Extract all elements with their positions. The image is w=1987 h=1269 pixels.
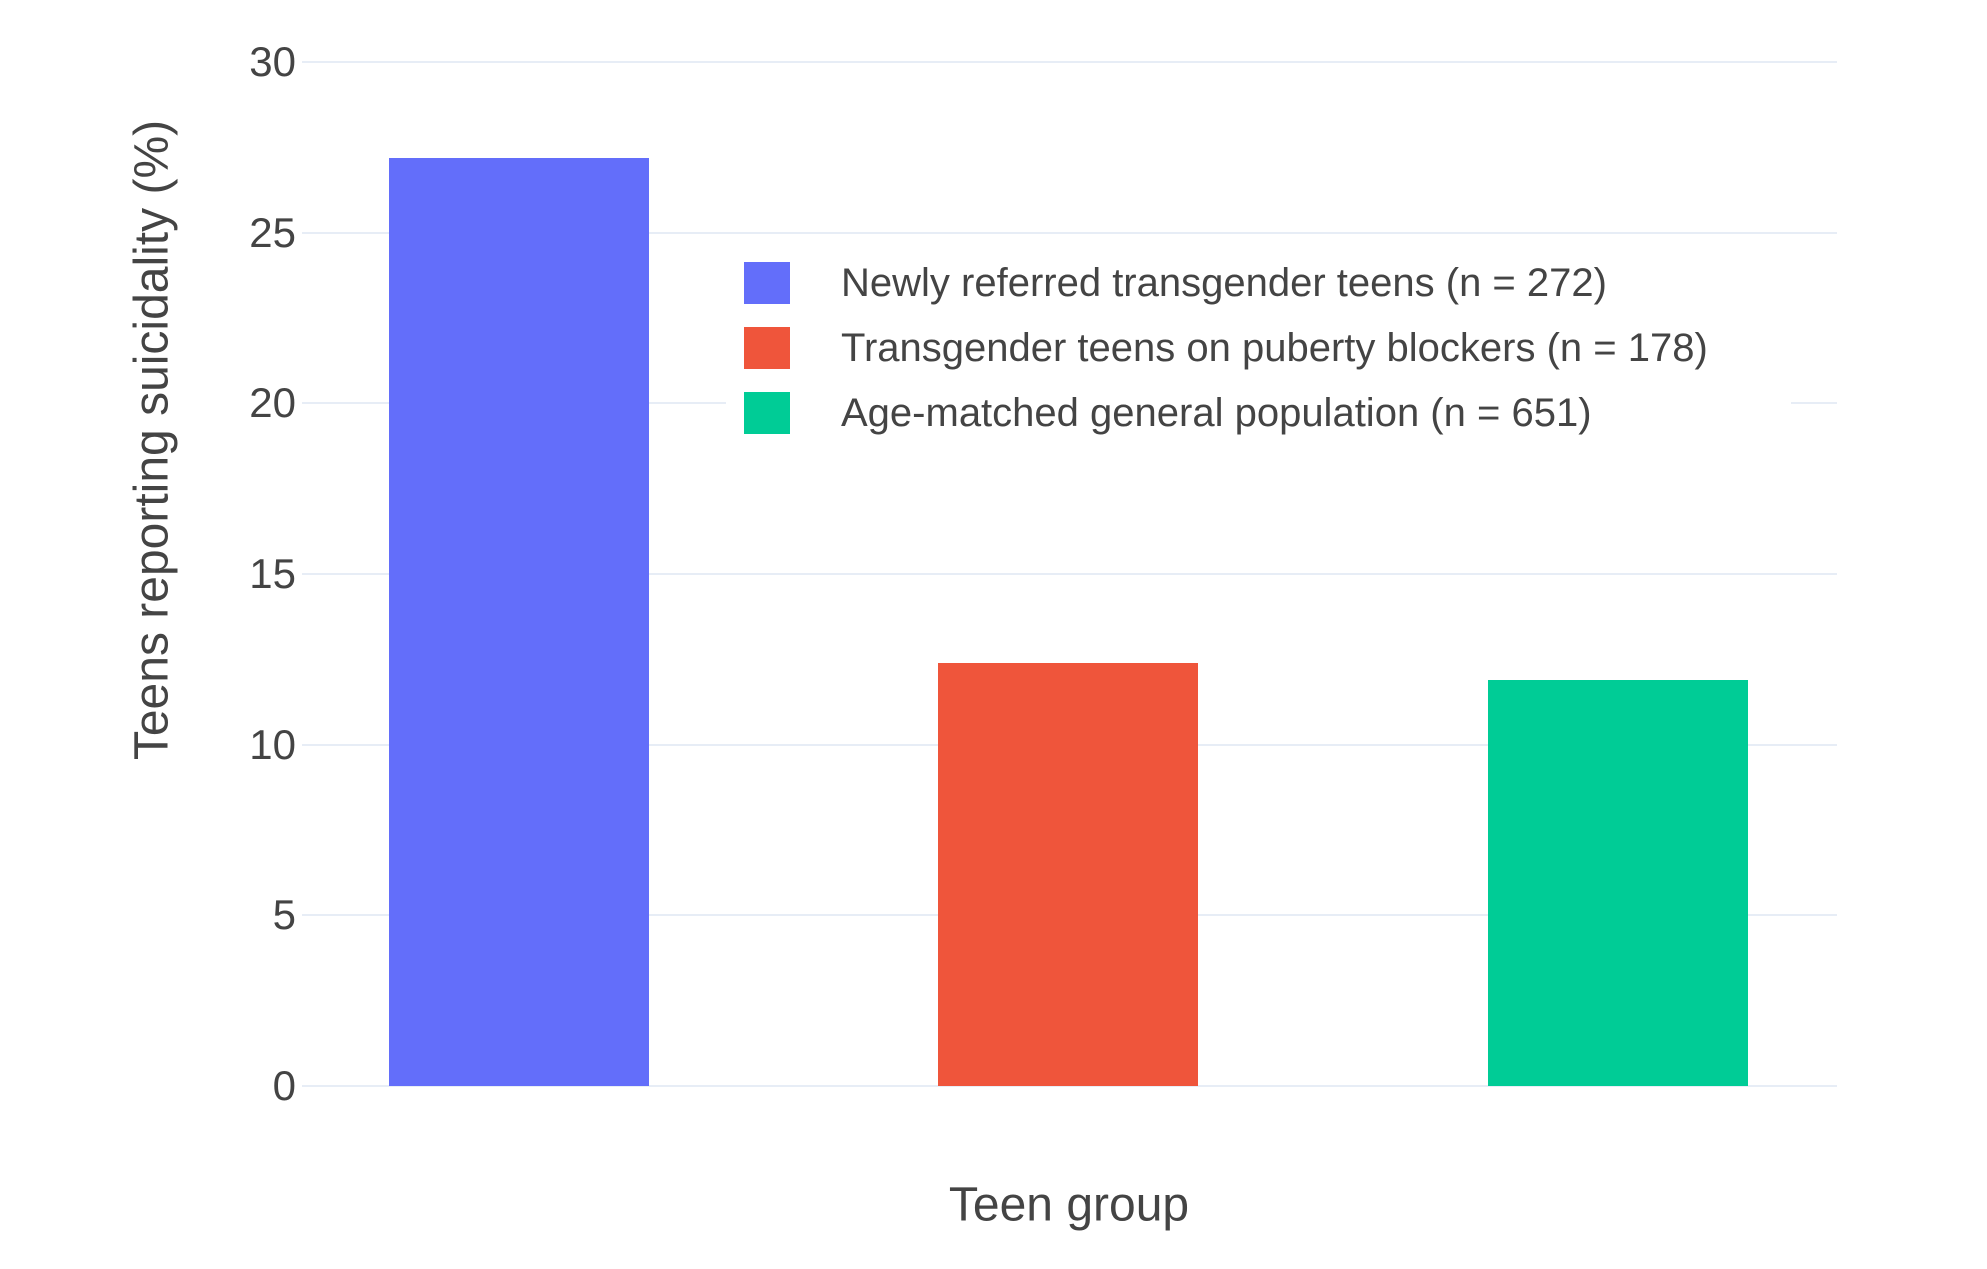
bar-2[interactable] bbox=[938, 662, 1199, 1086]
y-tick-label: 15 bbox=[249, 550, 296, 597]
y-tick-label: 30 bbox=[249, 38, 296, 85]
bar-1[interactable] bbox=[389, 157, 650, 1086]
y-tick-label: 25 bbox=[249, 208, 296, 256]
y-tick-label: 20 bbox=[249, 379, 296, 427]
legend-swatch bbox=[744, 327, 790, 369]
gridline bbox=[302, 1085, 1837, 1087]
y-tick-label: 10 bbox=[249, 720, 296, 768]
gridline bbox=[302, 231, 1837, 234]
x-axis-title: Teen group bbox=[948, 1178, 1190, 1232]
legend-swatch bbox=[744, 392, 790, 434]
legend-swatch bbox=[744, 262, 790, 304]
legend-item[interactable]: Newly referred transgender teens (n = 27… bbox=[744, 262, 1791, 304]
gridline bbox=[302, 61, 1837, 63]
gridline bbox=[302, 573, 1837, 575]
bar-3[interactable] bbox=[1487, 679, 1748, 1086]
legend-label: Newly referred transgender teens (n = 27… bbox=[841, 261, 1607, 305]
legend-item[interactable]: Transgender teens on puberty blockers (n… bbox=[744, 327, 1791, 369]
legend-label: Age-matched general population (n = 651) bbox=[841, 391, 1592, 435]
y-tick-label: 5 bbox=[272, 891, 296, 939]
y-axis-title: Teens reporting suicidality (%) bbox=[125, 119, 179, 761]
legend-label: Transgender teens on puberty blockers (n… bbox=[841, 326, 1708, 370]
legend: Newly referred transgender teens (n = 27… bbox=[726, 246, 1791, 450]
legend-item[interactable]: Age-matched general population (n = 651) bbox=[744, 392, 1791, 434]
y-tick-label: 0 bbox=[272, 1062, 296, 1109]
